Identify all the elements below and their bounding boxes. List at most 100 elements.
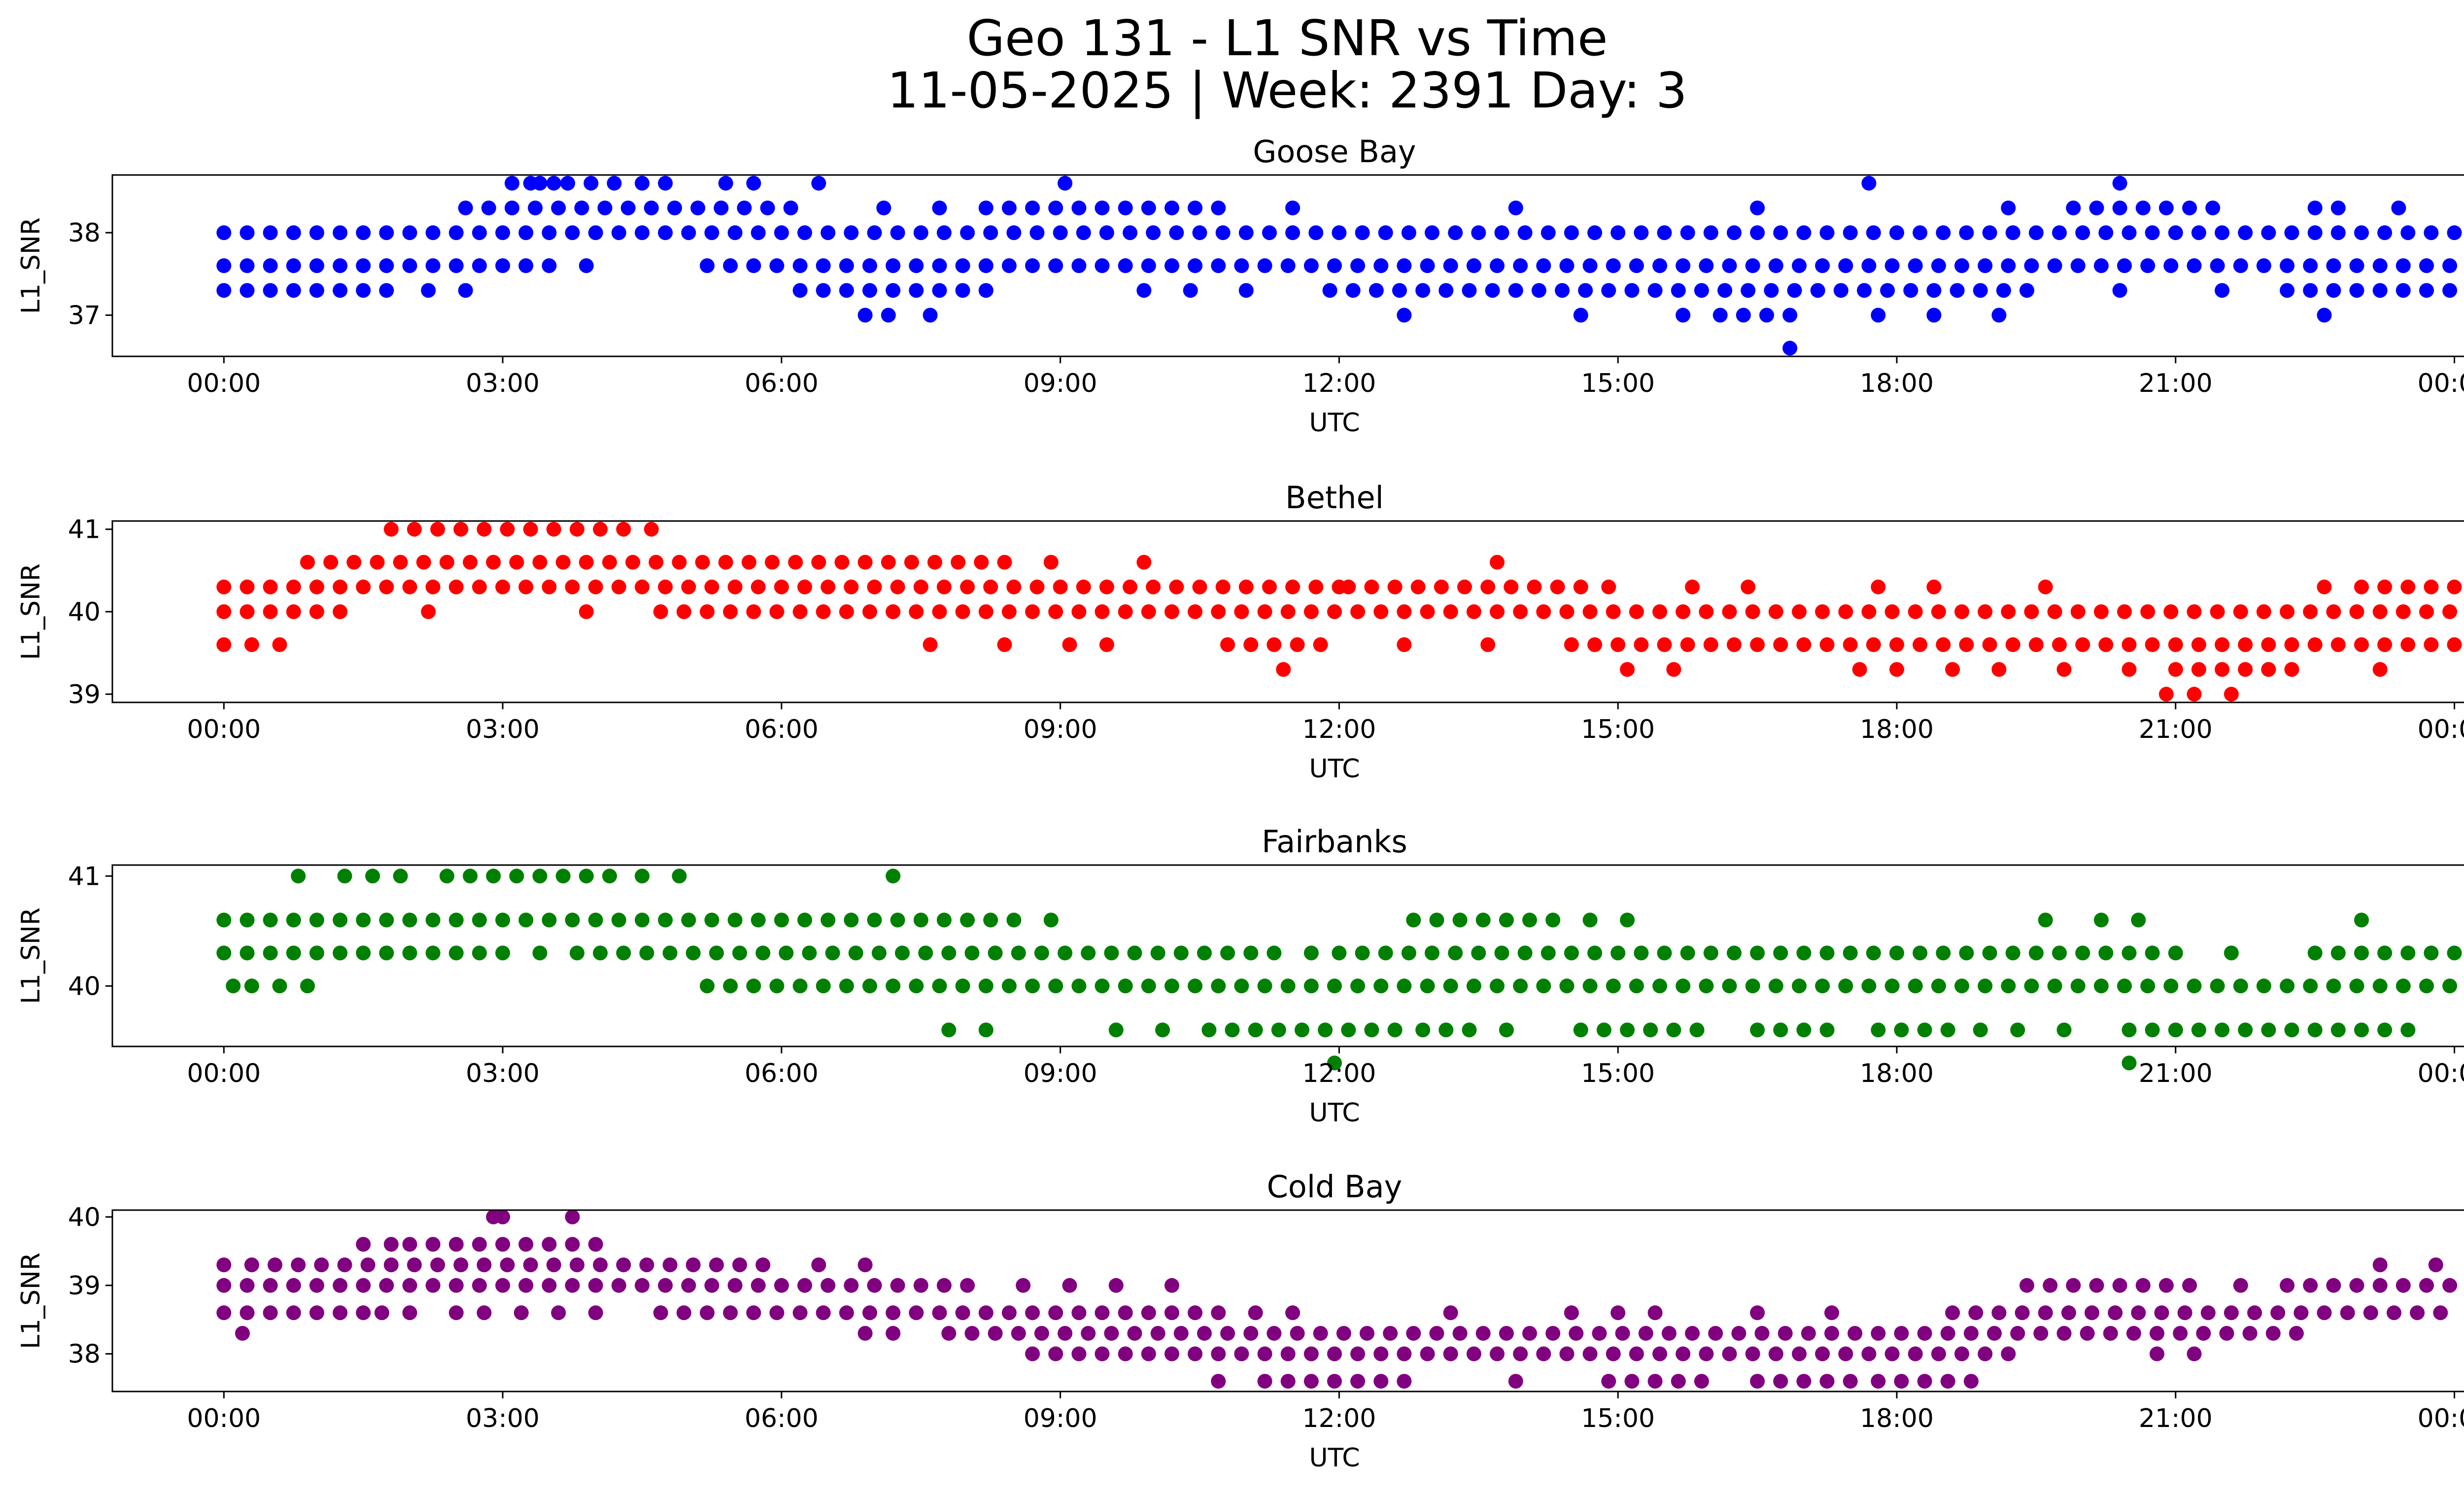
- data-point: [1285, 579, 1300, 594]
- data-point: [1555, 283, 1570, 298]
- data-point: [1582, 258, 1598, 273]
- data-point: [1401, 945, 1416, 961]
- data-point: [1527, 579, 1542, 594]
- data-point: [1838, 604, 1853, 619]
- data-point: [472, 1237, 487, 1252]
- data-point: [2075, 945, 2090, 961]
- data-point: [1327, 604, 1342, 619]
- data-point: [1936, 945, 1951, 961]
- data-point: [983, 579, 998, 594]
- data-point: [1666, 1022, 1681, 1038]
- data-point: [1285, 1305, 1300, 1321]
- data-point: [2424, 579, 2439, 594]
- x-tick-label: 21:00: [2139, 1404, 2213, 1433]
- data-point: [941, 945, 957, 961]
- data-point: [402, 945, 417, 961]
- data-point: [1782, 308, 1798, 323]
- data-point: [2317, 1305, 2332, 1321]
- data-point: [1782, 341, 1798, 356]
- data-point: [1053, 225, 1068, 241]
- data-point: [1141, 604, 1156, 619]
- data-point: [1108, 1022, 1124, 1038]
- data-point: [1410, 579, 1426, 594]
- data-point: [448, 1237, 464, 1252]
- data-point: [1573, 579, 1588, 594]
- data-point: [574, 200, 589, 215]
- data-point: [760, 200, 775, 215]
- figure-title-line1: Geo 131 - L1 SNR vs Time: [967, 9, 1608, 67]
- data-point: [1234, 258, 1249, 273]
- data-point: [681, 579, 696, 594]
- y-tick-label: 40: [68, 597, 101, 627]
- data-point: [263, 258, 278, 273]
- data-point: [216, 579, 232, 594]
- data-point: [2052, 225, 2067, 241]
- x-tick-label: 15:00: [1581, 1404, 1655, 1433]
- data-point: [593, 522, 608, 537]
- axes-frame: [111, 864, 2464, 1047]
- data-point: [309, 283, 324, 298]
- data-point: [570, 945, 584, 961]
- data-point: [932, 200, 947, 215]
- data-point: [1173, 1326, 1189, 1341]
- data-point: [1848, 1326, 1863, 1341]
- data-point: [1118, 258, 1133, 273]
- data-point: [1266, 637, 1282, 652]
- data-point: [1006, 912, 1022, 928]
- data-point: [700, 978, 715, 994]
- data-point: [941, 1326, 957, 1341]
- data-point: [2284, 637, 2299, 652]
- data-point: [1722, 978, 1737, 994]
- data-point: [2145, 637, 2160, 652]
- data-point: [751, 579, 766, 594]
- data-point: [1081, 1326, 1096, 1341]
- data-point: [2400, 945, 2416, 961]
- data-point: [263, 945, 278, 961]
- x-tick-label: 03:00: [466, 715, 540, 744]
- data-point: [240, 258, 255, 273]
- data-point: [2210, 258, 2225, 273]
- data-point: [2215, 1022, 2230, 1038]
- data-point: [825, 945, 840, 961]
- data-point: [727, 579, 743, 594]
- data-point: [1676, 978, 1691, 994]
- data-point: [323, 555, 339, 570]
- data-point: [941, 1022, 957, 1038]
- data-point: [1819, 637, 1835, 652]
- data-point: [695, 555, 710, 570]
- data-point: [616, 1257, 631, 1273]
- data-point: [2349, 978, 2364, 994]
- data-point: [1192, 225, 1207, 241]
- data-point: [2219, 1326, 2234, 1341]
- data-point: [2428, 1257, 2443, 1273]
- data-point: [2256, 258, 2271, 273]
- data-point: [2307, 1022, 2323, 1038]
- data-point: [644, 522, 659, 537]
- data-point: [402, 1305, 417, 1321]
- data-point: [551, 1305, 566, 1321]
- data-point: [1373, 258, 1389, 273]
- data-point: [360, 1257, 376, 1273]
- data-point: [518, 258, 534, 273]
- data-point: [895, 945, 910, 961]
- data-point: [2145, 945, 2160, 961]
- data-point: [2093, 978, 2109, 994]
- data-point: [1959, 945, 1974, 961]
- data-point: [495, 1209, 511, 1224]
- data-point: [439, 555, 454, 570]
- data-point: [2354, 1022, 2369, 1038]
- data-point: [1582, 978, 1598, 994]
- data-point: [658, 912, 673, 928]
- data-point: [1889, 945, 1904, 961]
- x-tick-label: 18:00: [1860, 715, 1934, 744]
- data-point: [1564, 945, 1579, 961]
- data-point: [867, 579, 882, 594]
- data-point: [867, 912, 882, 928]
- data-point: [1601, 579, 1616, 594]
- data-point: [333, 945, 348, 961]
- subplot-2: Bethel 00:00 03:00 06:00 09:00 12:00 15:00 18:0…: [16, 480, 2464, 784]
- data-point: [2135, 1278, 2151, 1293]
- data-point: [2270, 1305, 2286, 1321]
- data-point: [216, 1278, 232, 1293]
- x-tick-label: 09:00: [1024, 1059, 1097, 1088]
